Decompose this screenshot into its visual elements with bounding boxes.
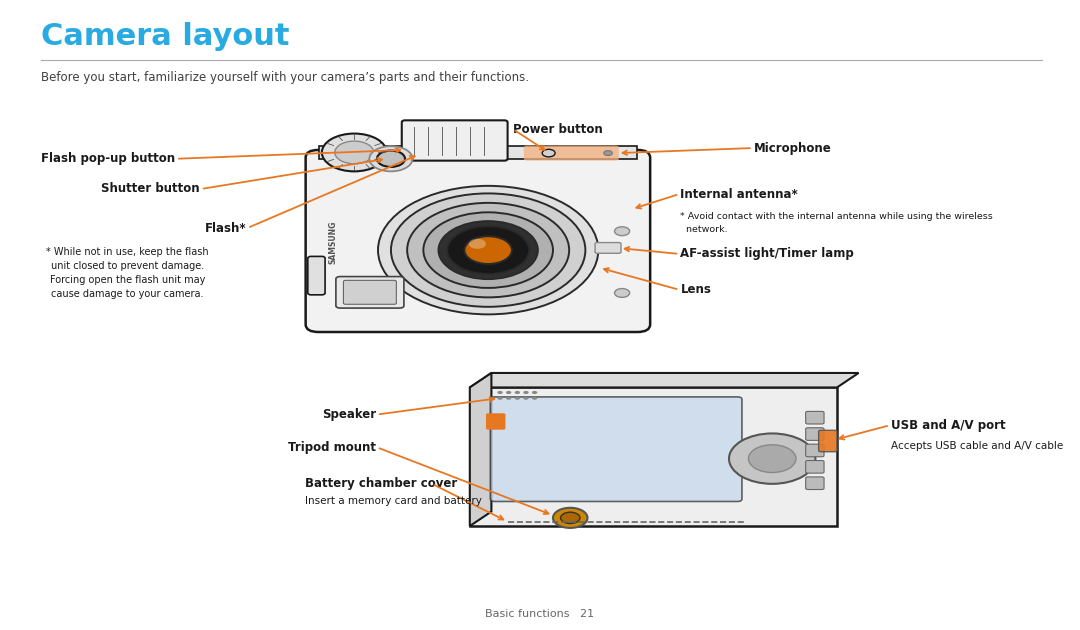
FancyBboxPatch shape <box>595 243 621 253</box>
Circle shape <box>378 186 598 314</box>
Text: Microphone: Microphone <box>754 142 832 154</box>
Circle shape <box>729 433 815 484</box>
FancyBboxPatch shape <box>490 397 742 501</box>
Circle shape <box>748 445 796 472</box>
Circle shape <box>523 391 529 394</box>
Text: Battery chamber cover: Battery chamber cover <box>305 478 457 490</box>
Text: Speaker: Speaker <box>322 408 376 421</box>
FancyBboxPatch shape <box>343 280 396 304</box>
Polygon shape <box>470 373 859 387</box>
Circle shape <box>407 203 569 297</box>
FancyBboxPatch shape <box>806 428 824 440</box>
Text: Lens: Lens <box>680 284 712 296</box>
Text: SAMSUNG: SAMSUNG <box>328 221 337 264</box>
Circle shape <box>553 508 588 528</box>
FancyBboxPatch shape <box>806 411 824 424</box>
Circle shape <box>497 391 503 394</box>
Text: USB and A/V port: USB and A/V port <box>891 419 1005 432</box>
Circle shape <box>497 397 503 399</box>
Text: Flash pop-up button: Flash pop-up button <box>41 152 175 165</box>
FancyBboxPatch shape <box>806 444 824 457</box>
Text: Camera layout: Camera layout <box>41 22 289 51</box>
Text: Insert a memory card and battery: Insert a memory card and battery <box>305 496 482 506</box>
Circle shape <box>423 212 553 288</box>
Circle shape <box>335 141 374 164</box>
Circle shape <box>322 134 387 171</box>
Circle shape <box>514 397 521 399</box>
Circle shape <box>615 227 630 236</box>
Circle shape <box>469 239 486 249</box>
Text: Before you start, familiarize yourself with your camera’s parts and their functi: Before you start, familiarize yourself w… <box>41 71 529 84</box>
FancyBboxPatch shape <box>806 477 824 490</box>
Text: AF-assist light/Timer lamp: AF-assist light/Timer lamp <box>680 248 854 260</box>
Text: Shutter button: Shutter button <box>102 183 200 195</box>
FancyBboxPatch shape <box>524 146 619 161</box>
Text: Accepts USB cable and A/V cable: Accepts USB cable and A/V cable <box>891 441 1063 451</box>
Circle shape <box>377 151 405 167</box>
Polygon shape <box>470 387 837 526</box>
Circle shape <box>514 391 521 394</box>
FancyBboxPatch shape <box>308 256 325 295</box>
Circle shape <box>531 397 538 399</box>
Text: * While not in use, keep the flash
unit closed to prevent damage.
Forcing open t: * While not in use, keep the flash unit … <box>46 247 208 299</box>
Polygon shape <box>470 373 491 526</box>
FancyBboxPatch shape <box>402 120 508 161</box>
FancyBboxPatch shape <box>336 277 404 308</box>
FancyBboxPatch shape <box>486 413 505 430</box>
Circle shape <box>391 193 585 307</box>
Text: Power button: Power button <box>513 123 603 135</box>
FancyBboxPatch shape <box>306 150 650 332</box>
FancyBboxPatch shape <box>806 461 824 473</box>
Text: Tripod mount: Tripod mount <box>288 441 376 454</box>
Circle shape <box>505 397 512 399</box>
Circle shape <box>615 289 630 297</box>
Polygon shape <box>319 146 637 159</box>
Text: Internal antenna*: Internal antenna* <box>680 188 798 200</box>
Text: Flash*: Flash* <box>204 222 246 234</box>
Text: * Avoid contact with the internal antenna while using the wireless
  network.: * Avoid contact with the internal antenn… <box>680 212 994 234</box>
Text: Basic functions   21: Basic functions 21 <box>485 609 595 619</box>
Circle shape <box>369 146 413 171</box>
Circle shape <box>505 391 512 394</box>
Circle shape <box>464 236 512 264</box>
Circle shape <box>447 226 529 274</box>
Circle shape <box>604 151 612 156</box>
Circle shape <box>438 221 538 279</box>
Circle shape <box>531 391 538 394</box>
Circle shape <box>523 397 529 399</box>
FancyBboxPatch shape <box>819 430 837 452</box>
Circle shape <box>561 512 580 524</box>
Circle shape <box>542 149 555 157</box>
